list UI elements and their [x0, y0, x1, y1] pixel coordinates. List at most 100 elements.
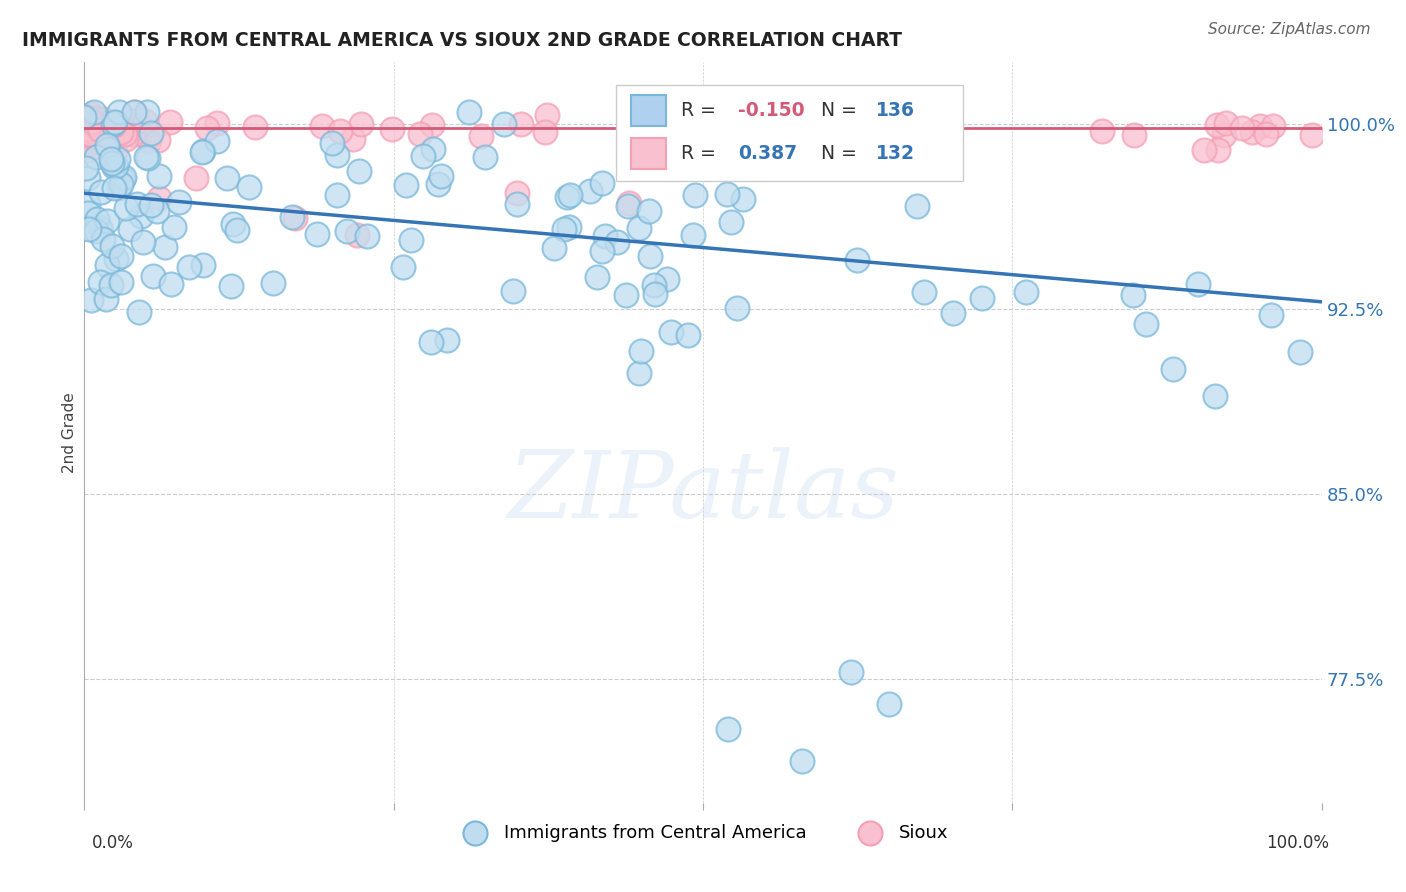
Point — [91, 112, 114, 127]
Point — [94, 292, 117, 306]
Point — [347, 164, 370, 178]
Point — [506, 197, 529, 211]
Point — [110, 178, 132, 192]
Point — [84, 111, 107, 125]
Point — [103, 181, 125, 195]
Point — [122, 127, 145, 141]
Point — [83, 105, 105, 120]
Point — [470, 129, 492, 144]
Point — [148, 191, 170, 205]
Point — [115, 132, 138, 146]
Point — [785, 114, 807, 128]
Point — [76, 138, 98, 153]
FancyBboxPatch shape — [631, 138, 666, 169]
Point — [606, 235, 628, 249]
Point — [79, 118, 101, 132]
Point — [105, 252, 128, 266]
Point — [682, 228, 704, 243]
Point — [638, 249, 661, 263]
Point — [101, 127, 124, 141]
Point — [1256, 128, 1278, 142]
Point — [141, 126, 163, 140]
Point — [195, 121, 218, 136]
Point — [641, 123, 664, 137]
Point — [82, 130, 104, 145]
Text: 100.0%: 100.0% — [1265, 834, 1329, 852]
Point — [492, 118, 515, 132]
Point — [627, 367, 650, 381]
Point — [77, 205, 100, 219]
Point — [243, 120, 266, 134]
Point — [311, 120, 333, 134]
Point — [104, 115, 127, 129]
Point — [86, 212, 108, 227]
Point — [683, 188, 706, 202]
Point — [644, 287, 666, 301]
Point — [409, 127, 432, 141]
Point — [111, 171, 134, 186]
Point — [96, 214, 118, 228]
Point — [79, 119, 101, 133]
Point — [84, 121, 107, 136]
Point — [118, 126, 141, 140]
Point — [97, 142, 120, 156]
Point — [89, 220, 111, 235]
Point — [129, 126, 152, 140]
Point — [136, 151, 159, 165]
Point — [617, 196, 640, 211]
Text: ZIPatlas: ZIPatlas — [508, 447, 898, 537]
Point — [163, 220, 186, 235]
Point — [105, 121, 128, 136]
Point — [177, 260, 200, 275]
Point — [630, 343, 652, 358]
Point — [146, 203, 169, 218]
Point — [1249, 119, 1271, 133]
Point — [160, 277, 183, 292]
Point — [329, 124, 352, 138]
Point — [1187, 277, 1209, 291]
Point — [560, 187, 582, 202]
Point — [614, 288, 637, 302]
Point — [127, 196, 149, 211]
Point — [821, 127, 844, 141]
Point — [83, 116, 105, 130]
Point — [190, 145, 212, 159]
Point — [412, 149, 434, 163]
Point — [79, 119, 101, 133]
Point — [970, 291, 993, 305]
Point — [110, 125, 132, 139]
Point — [73, 123, 96, 137]
Legend: Immigrants from Central America, Sioux: Immigrants from Central America, Sioux — [450, 817, 956, 849]
Point — [877, 697, 900, 711]
Text: 0.0%: 0.0% — [91, 834, 134, 852]
Point — [89, 276, 111, 290]
Point — [110, 275, 132, 289]
Point — [84, 121, 107, 136]
Point — [942, 306, 965, 320]
Point — [1206, 143, 1229, 157]
Point — [886, 125, 908, 139]
Point — [82, 115, 104, 129]
Point — [139, 198, 162, 212]
Point — [76, 122, 98, 136]
Point — [104, 159, 127, 173]
Point — [76, 113, 98, 128]
Point — [1213, 128, 1236, 143]
Point — [1122, 288, 1144, 302]
Point — [135, 122, 157, 136]
Point — [1261, 119, 1284, 133]
Point — [790, 754, 813, 768]
Point — [75, 161, 97, 176]
Point — [219, 279, 242, 293]
Point — [98, 128, 121, 142]
Point — [82, 130, 104, 145]
Point — [280, 210, 302, 224]
Point — [101, 156, 124, 170]
Point — [104, 145, 127, 159]
Text: IMMIGRANTS FROM CENTRAL AMERICA VS SIOUX 2ND GRADE CORRELATION CHART: IMMIGRANTS FROM CENTRAL AMERICA VS SIOUX… — [22, 30, 903, 50]
Point — [80, 293, 103, 307]
Point — [307, 227, 329, 241]
Text: Source: ZipAtlas.com: Source: ZipAtlas.com — [1208, 22, 1371, 37]
Point — [591, 244, 613, 258]
Point — [148, 169, 170, 183]
